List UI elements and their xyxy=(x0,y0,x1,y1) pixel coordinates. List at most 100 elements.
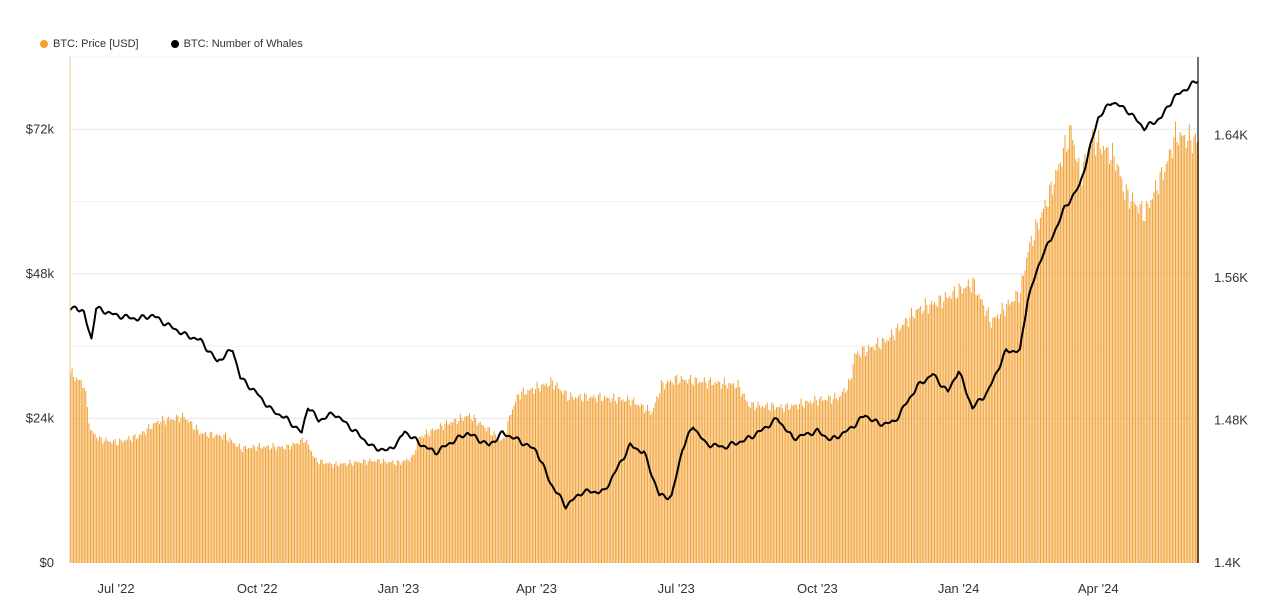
price-bar xyxy=(1147,203,1149,564)
price-bar xyxy=(620,400,622,563)
price-bar xyxy=(326,462,328,563)
price-bar xyxy=(528,390,530,563)
price-bar xyxy=(802,405,804,563)
price-bar xyxy=(596,402,598,563)
price-bar xyxy=(481,424,483,563)
price-bar xyxy=(522,387,524,563)
price-bar xyxy=(633,397,635,563)
price-bar xyxy=(964,288,966,563)
price-bar xyxy=(99,436,101,563)
price-bar xyxy=(278,446,280,563)
price-bar xyxy=(752,402,754,563)
price-bar xyxy=(720,388,722,563)
price-bar xyxy=(251,448,253,563)
price-bar xyxy=(653,407,655,563)
price-bar xyxy=(91,430,93,563)
price-bar xyxy=(188,422,190,563)
price-bar xyxy=(456,424,458,563)
price-bar xyxy=(183,417,185,563)
price-bar xyxy=(303,443,305,563)
price-bar xyxy=(769,410,771,563)
price-bar xyxy=(709,377,711,563)
price-bar xyxy=(195,424,197,563)
price-bar xyxy=(284,449,286,563)
price-bar xyxy=(622,399,624,563)
price-bar xyxy=(1032,245,1034,563)
price-bar xyxy=(594,398,596,563)
price-bar xyxy=(441,425,443,563)
price-bar xyxy=(300,439,302,563)
legend-item-price[interactable]: BTC: Price [USD] xyxy=(40,38,139,50)
price-bar xyxy=(103,441,105,563)
price-bar xyxy=(234,443,236,563)
price-bar xyxy=(1043,209,1044,563)
price-bar xyxy=(602,400,604,563)
price-bar xyxy=(177,415,179,563)
price-bar xyxy=(1093,137,1095,563)
price-bar xyxy=(488,427,490,563)
price-bar xyxy=(174,420,176,563)
price-bar xyxy=(917,309,919,563)
price-bar xyxy=(576,398,578,563)
price-bar xyxy=(403,460,405,563)
price-bar xyxy=(145,434,147,563)
price-bar xyxy=(973,279,975,563)
price-bar xyxy=(696,378,698,563)
price-bar xyxy=(1003,309,1005,563)
price-bar xyxy=(667,380,668,563)
price-bar xyxy=(214,436,216,563)
price-bar xyxy=(1105,147,1107,563)
price-bar xyxy=(932,304,934,563)
y-right-tick-label: 1.4K xyxy=(1214,555,1241,570)
price-bar xyxy=(728,382,730,563)
price-bar xyxy=(465,415,467,563)
price-bar xyxy=(267,445,269,563)
price-bar xyxy=(574,397,576,563)
price-bar xyxy=(887,340,889,563)
price-bar xyxy=(1019,293,1021,563)
price-bar xyxy=(1066,151,1068,563)
price-bar xyxy=(535,389,537,563)
price-bar xyxy=(237,446,239,563)
price-bar xyxy=(493,431,495,563)
price-bar xyxy=(1035,219,1037,564)
price-bar xyxy=(703,377,705,563)
price-bar xyxy=(462,421,464,563)
price-bar xyxy=(955,298,957,563)
price-bar xyxy=(203,433,205,563)
price-bar xyxy=(645,410,647,563)
price-bar xyxy=(221,439,223,563)
price-bar xyxy=(1108,164,1110,563)
price-bar xyxy=(760,407,762,563)
price-bar xyxy=(86,407,88,563)
legend-item-whales[interactable]: BTC: Number of Whales xyxy=(170,38,303,50)
price-bar xyxy=(369,458,371,563)
price-bar xyxy=(1190,140,1192,563)
price-bar xyxy=(518,394,520,563)
price-bar xyxy=(662,382,664,563)
price-bar xyxy=(1098,130,1100,563)
price-bar xyxy=(1112,142,1114,563)
price-bar xyxy=(135,439,137,563)
price-bar xyxy=(356,462,358,563)
price-bar xyxy=(442,430,444,563)
price-bar xyxy=(601,401,602,563)
price-bar xyxy=(785,404,787,563)
price-bar xyxy=(321,459,323,563)
price-bar xyxy=(235,446,237,563)
price-bar xyxy=(676,374,678,563)
price-bar xyxy=(142,431,144,563)
price-bar xyxy=(823,400,825,563)
price-bar xyxy=(433,431,435,563)
price-bar xyxy=(378,459,380,563)
x-tick-label: Apr '24 xyxy=(1078,581,1119,596)
price-bar xyxy=(843,387,845,563)
price-bar xyxy=(1115,170,1117,563)
price-bar xyxy=(229,437,231,563)
price-bar xyxy=(624,401,626,563)
price-bar xyxy=(415,449,417,563)
price-bar xyxy=(426,429,428,563)
price-bar xyxy=(1135,204,1137,563)
price-bar xyxy=(396,460,398,563)
price-bar xyxy=(1027,251,1029,563)
